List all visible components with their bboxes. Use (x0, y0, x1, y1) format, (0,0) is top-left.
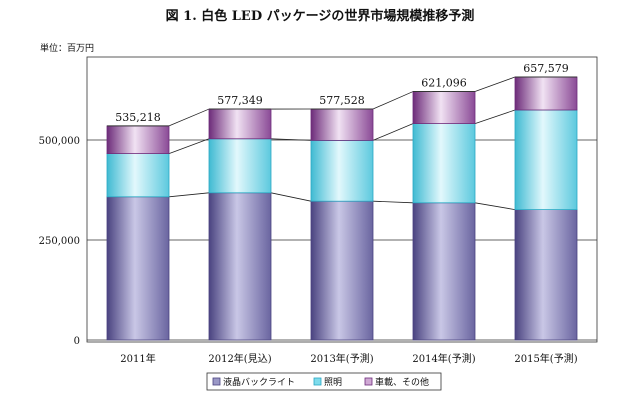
bar-segment-3 (515, 77, 577, 110)
bar-segment-3 (311, 109, 373, 140)
connector-line (373, 92, 413, 109)
x-tick-label: 2011年 (120, 352, 155, 365)
total-label: 535,218 (115, 111, 161, 124)
x-tick-label: 2015年(予測) (514, 352, 577, 365)
bar-segment-1 (413, 203, 475, 340)
connector-line (169, 193, 209, 197)
x-tick-label: 2014年(予測) (412, 352, 475, 365)
connector-line (271, 193, 311, 201)
connector-line (475, 203, 515, 210)
bar-segment-1 (209, 193, 271, 340)
connector-line (475, 110, 515, 124)
bar-segment-1 (311, 201, 373, 340)
bar-segment-2 (413, 124, 475, 203)
bar-segment-1 (515, 210, 577, 340)
connector-line (169, 109, 209, 126)
chart-title: 図 1. 白色 LED パッケージの世界市場規模推移予測 (166, 8, 475, 24)
y-axis-ticks: 0 250,000 500,000 (39, 136, 80, 347)
bar-segment-3 (209, 109, 271, 139)
total-label: 621,096 (421, 77, 467, 90)
legend-label: 照明 (324, 377, 342, 388)
connector-line (475, 77, 515, 92)
connector-line (373, 124, 413, 141)
connector-line (373, 201, 413, 203)
legend-label: 車載、その他 (375, 376, 429, 388)
bar-segment-2 (311, 140, 373, 201)
x-axis-ticks: 2011年 2012年(見込) 2013年(予測) 2014年(予測) 2015年(予測… (120, 352, 577, 365)
bar-segment-2 (209, 139, 271, 193)
bar-segment-3 (107, 126, 169, 154)
bar-segment-2 (515, 110, 577, 210)
unit-label: 単位：百万円 (40, 42, 94, 54)
total-label: 577,528 (319, 94, 365, 107)
legend-swatch (314, 378, 321, 385)
connector-line (169, 139, 209, 154)
y-tick-label: 250,000 (39, 236, 80, 247)
total-label: 577,349 (217, 94, 263, 107)
bar-segment-2 (107, 154, 169, 197)
x-tick-label: 2013年(予測) (310, 352, 373, 365)
legend-label: 液晶バックライト (223, 376, 295, 388)
legend-swatch (365, 378, 372, 385)
bar-segment-1 (107, 197, 169, 340)
total-label: 657,579 (523, 62, 569, 75)
bar-segment-3 (413, 92, 475, 124)
x-tick-label: 2012年(見込) (208, 352, 271, 365)
legend-swatch (213, 378, 220, 385)
y-tick-label: 0 (74, 336, 80, 347)
y-tick-label: 500,000 (39, 136, 80, 147)
